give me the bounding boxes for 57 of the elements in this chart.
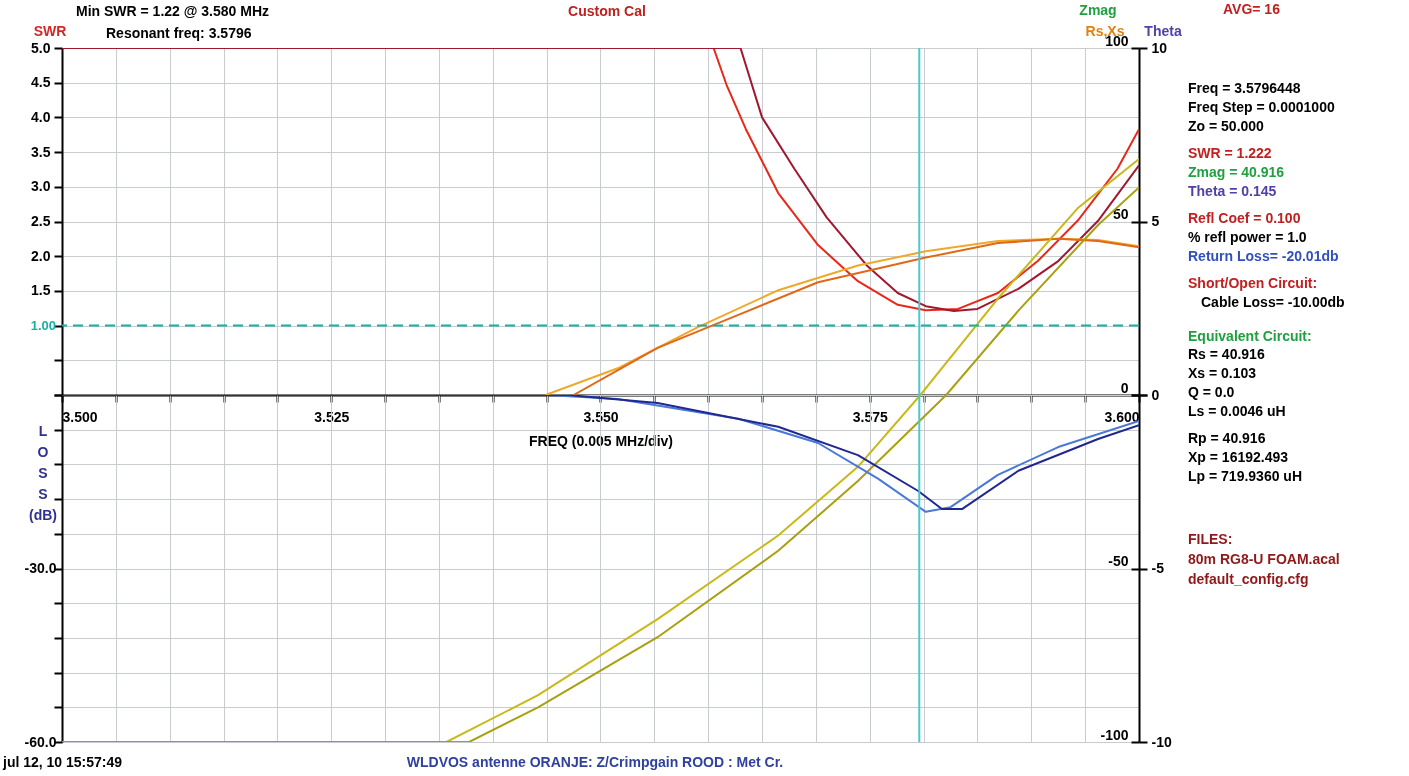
y-tick-label: 1.5	[31, 282, 51, 299]
x-tick-label: 3.600	[1104, 408, 1140, 425]
text: Equivalent Circuit:	[1188, 328, 1312, 344]
y2-tick-label: 50	[1112, 206, 1129, 222]
text: Ls = 0.0046 uH	[1188, 403, 1286, 419]
y3-tick-label: 0	[1151, 386, 1160, 403]
text: Cable Loss= -10.00db	[1201, 294, 1345, 310]
text: Freq Step = 0.0001000	[1188, 99, 1335, 115]
text: default_config.cfg	[1188, 571, 1309, 587]
y-tick-label: 5.0	[31, 39, 51, 56]
y3-tick-label: -10	[1151, 733, 1172, 750]
text: SWR = 1.222	[1188, 145, 1272, 161]
y-tick-label: 4.5	[31, 74, 51, 91]
text: jul 12, 10 15:57:49	[2, 754, 123, 770]
y-tick-label: 2.5	[31, 213, 51, 229]
text: % refl power = 1.0	[1188, 229, 1307, 245]
text: WLDVOS antenne ORANJE: Z/Crimpgain ROOD : Met Cr.	[406, 754, 784, 770]
y-tick-label: 3.5	[31, 143, 51, 160]
y2-tick-label: 0	[1120, 379, 1129, 396]
y-tick-label: 3.0	[31, 178, 51, 195]
text: Zmag = 40.916	[1188, 164, 1285, 180]
text: Rp = 40.916	[1188, 430, 1266, 446]
chart-title: Custom Cal	[568, 3, 646, 19]
x-tick-label: 3.575	[852, 408, 888, 425]
text: Min SWR = 1.22 @ 3.580 MHz	[76, 3, 269, 19]
y-tick-label: -60.0	[24, 733, 57, 750]
y2-tick-label: -50	[1108, 553, 1129, 569]
ref-line-label: 1.00	[30, 317, 56, 333]
text: Return Loss= -20.01db	[1188, 248, 1339, 264]
text: Zo = 50.000	[1188, 118, 1265, 134]
y-axis-title: SWR	[33, 23, 67, 39]
x-axis-title: FREQ (0.005 MHz/div)	[529, 432, 673, 449]
text: Theta = 0.145	[1188, 183, 1277, 199]
y3-tick-label: -5	[1151, 560, 1165, 576]
x-tick-label: 3.550	[583, 408, 619, 425]
y3-axis-title: Theta	[1144, 23, 1182, 39]
y3-tick-label: 10	[1151, 39, 1168, 56]
x-tick-label: 3.500	[62, 408, 98, 425]
y-tick-label: 2.0	[31, 247, 51, 264]
y-tick-label: 4.0	[31, 108, 51, 125]
text: Rs = 40.916	[1188, 346, 1265, 362]
text: Lp = 719.9360 uH	[1188, 468, 1303, 484]
text: Refl Coef = 0.100	[1188, 210, 1301, 226]
text: AVG= 16	[1223, 1, 1281, 17]
text: Freq = 3.5796448	[1188, 80, 1301, 96]
y3-tick-label: 5	[1151, 213, 1160, 229]
text: Xs = 0.103	[1188, 365, 1257, 381]
text: Resonant freq: 3.5796	[106, 25, 252, 41]
text: Zmag	[1079, 2, 1117, 18]
y2-tick-label: -100	[1100, 726, 1129, 743]
text: Short/Open Circuit:	[1188, 275, 1318, 291]
text: Xp = 16192.493	[1188, 449, 1289, 465]
y-axis-title: LOSS (dB)	[29, 423, 57, 523]
y-tick-label: -30.0	[24, 560, 57, 576]
text: Q = 0.0	[1188, 384, 1235, 400]
text: FILES:	[1188, 531, 1233, 547]
text: 80m RG8-U FOAM.acal	[1188, 551, 1340, 567]
